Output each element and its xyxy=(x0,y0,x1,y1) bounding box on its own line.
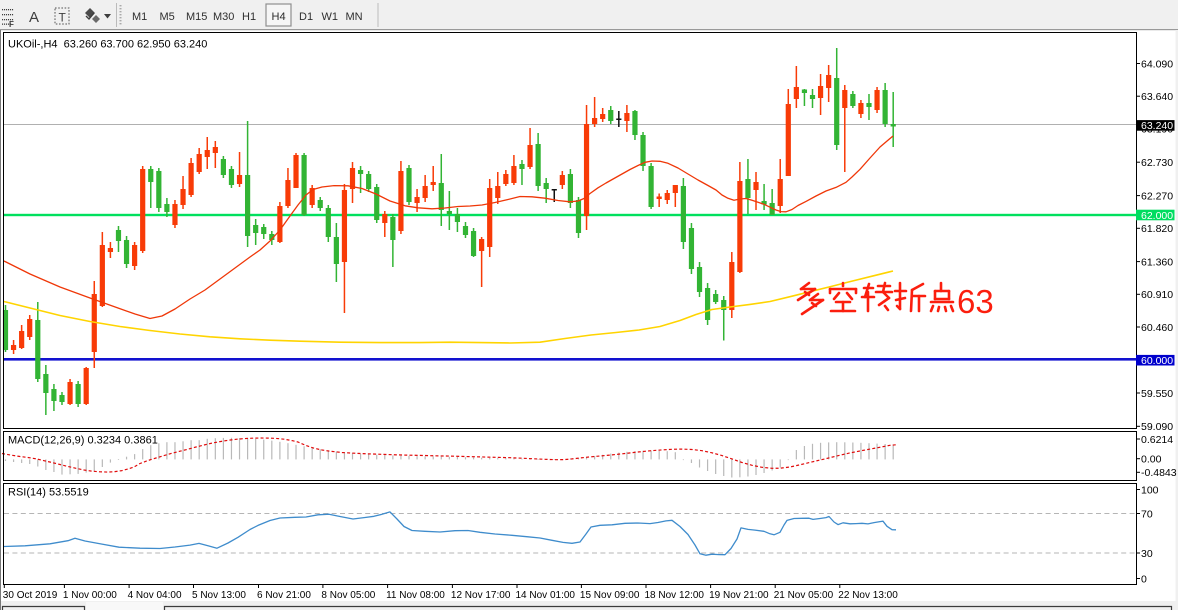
svg-text:70: 70 xyxy=(1141,508,1153,520)
svg-text:19 Nov 21:00: 19 Nov 21:00 xyxy=(709,590,769,601)
svg-text:59.090: 59.090 xyxy=(1141,421,1173,433)
svg-text:-0.4843: -0.4843 xyxy=(1141,467,1177,479)
svg-text:22 Nov 13:00: 22 Nov 13:00 xyxy=(838,590,898,601)
svg-text:0: 0 xyxy=(1141,573,1147,585)
svg-text:M15: M15 xyxy=(186,11,207,23)
svg-text:100: 100 xyxy=(1141,484,1159,496)
svg-text:0.6214: 0.6214 xyxy=(1141,434,1173,446)
svg-text:H4: H4 xyxy=(272,11,286,23)
svg-text:30 Oct 2019: 30 Oct 2019 xyxy=(3,590,58,601)
svg-text:63.640: 63.640 xyxy=(1141,91,1173,103)
svg-text:1 Nov 00:00: 1 Nov 00:00 xyxy=(63,590,117,601)
svg-text:M30: M30 xyxy=(213,11,234,23)
svg-text:W1: W1 xyxy=(322,11,339,23)
svg-text:14 Nov 01:00: 14 Nov 01:00 xyxy=(516,590,576,601)
svg-text:60.460: 60.460 xyxy=(1141,322,1173,334)
svg-text:F: F xyxy=(9,20,14,29)
svg-text:60.000: 60.000 xyxy=(1141,355,1173,367)
svg-text:6 Nov 21:00: 6 Nov 21:00 xyxy=(257,590,311,601)
svg-text:62.270: 62.270 xyxy=(1141,190,1173,202)
svg-text:T: T xyxy=(59,11,67,25)
svg-text:5 Nov 13:00: 5 Nov 13:00 xyxy=(192,590,246,601)
svg-text:64.090: 64.090 xyxy=(1141,58,1173,70)
svg-text:62.000: 62.000 xyxy=(1141,210,1173,222)
svg-text:61.820: 61.820 xyxy=(1141,223,1173,235)
svg-text:MN: MN xyxy=(346,11,363,23)
svg-text:0.00: 0.00 xyxy=(1141,454,1162,466)
svg-text:UKOil-,H4 63.260 63.700 62.95: UKOil-,H4 63.260 63.700 62.950 63.240 xyxy=(8,39,207,51)
svg-text:11 Nov 08:00: 11 Nov 08:00 xyxy=(386,590,445,601)
svg-text:61.360: 61.360 xyxy=(1141,256,1173,268)
svg-text:M1: M1 xyxy=(132,11,147,23)
svg-text:15 Nov 09:00: 15 Nov 09:00 xyxy=(580,590,640,601)
svg-text:RSI(14) 53.5519: RSI(14) 53.5519 xyxy=(8,487,89,499)
svg-text:63.240: 63.240 xyxy=(1141,120,1173,132)
svg-text:63: 63 xyxy=(957,283,994,320)
svg-text:59.550: 59.550 xyxy=(1141,388,1173,400)
svg-text:D1: D1 xyxy=(299,11,313,23)
svg-text:A: A xyxy=(29,9,39,26)
svg-text:60.910: 60.910 xyxy=(1141,289,1173,301)
svg-text:12 Nov 17:00: 12 Nov 17:00 xyxy=(451,590,511,601)
svg-text:H1: H1 xyxy=(242,11,256,23)
svg-text:8 Nov 05:00: 8 Nov 05:00 xyxy=(321,590,375,601)
svg-text:30: 30 xyxy=(1141,548,1153,560)
svg-text:21 Nov 05:00: 21 Nov 05:00 xyxy=(774,590,834,601)
svg-text:M5: M5 xyxy=(160,11,175,23)
svg-text:62.730: 62.730 xyxy=(1141,157,1173,169)
svg-text:18 Nov 12:00: 18 Nov 12:00 xyxy=(645,590,705,601)
svg-text:MACD(12,26,9) 0.3234 0.3861: MACD(12,26,9) 0.3234 0.3861 xyxy=(8,435,158,447)
svg-text:4 Nov 04:00: 4 Nov 04:00 xyxy=(128,590,182,601)
